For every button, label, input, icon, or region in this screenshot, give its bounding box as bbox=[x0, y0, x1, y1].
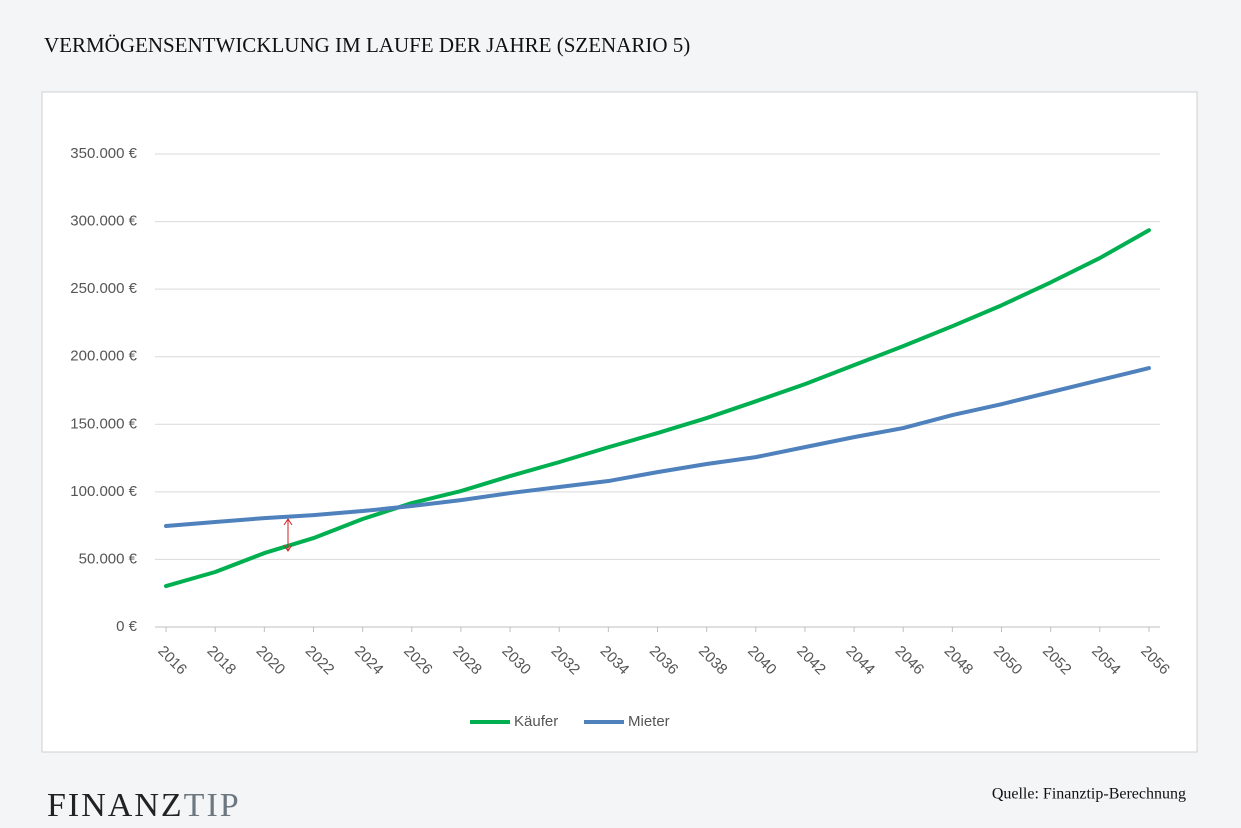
legend-label: Mieter bbox=[628, 713, 670, 730]
y-tick-label: 250.000 € bbox=[70, 280, 137, 297]
chart-title: VERMÖGENSENTWICKLUNG IM LAUFE DER JAHRE … bbox=[44, 33, 690, 57]
y-tick-label: 100.000 € bbox=[70, 483, 137, 500]
legend-item: Käufer bbox=[470, 713, 558, 730]
legend-label: Käufer bbox=[514, 713, 558, 730]
brand: FINANZTIP bbox=[47, 787, 241, 824]
brand-part: TIP bbox=[184, 787, 241, 824]
plot: 0 € 50.000 € 100.000 € 150.000 € 200.000 € 25… bbox=[70, 145, 1173, 730]
y-tick-label: 200.000 € bbox=[70, 348, 137, 365]
y-tick-label: 0 € bbox=[116, 618, 138, 635]
y-tick-label: 300.000 € bbox=[70, 213, 137, 230]
line-series bbox=[164, 228, 1151, 589]
y-tick-label: 350.000 € bbox=[70, 145, 137, 162]
source: Quelle: Finanztip-Berechnung bbox=[992, 786, 1186, 803]
brand-part: FINANZ bbox=[47, 787, 184, 824]
line-series bbox=[164, 366, 1151, 529]
legend-item: Mieter bbox=[584, 713, 670, 730]
plot-box bbox=[41, 91, 1198, 753]
y-tick-label: 150.000 € bbox=[70, 415, 137, 432]
y-tick-label: 50.000 € bbox=[79, 550, 138, 567]
annotation-arrow bbox=[283, 518, 293, 552]
